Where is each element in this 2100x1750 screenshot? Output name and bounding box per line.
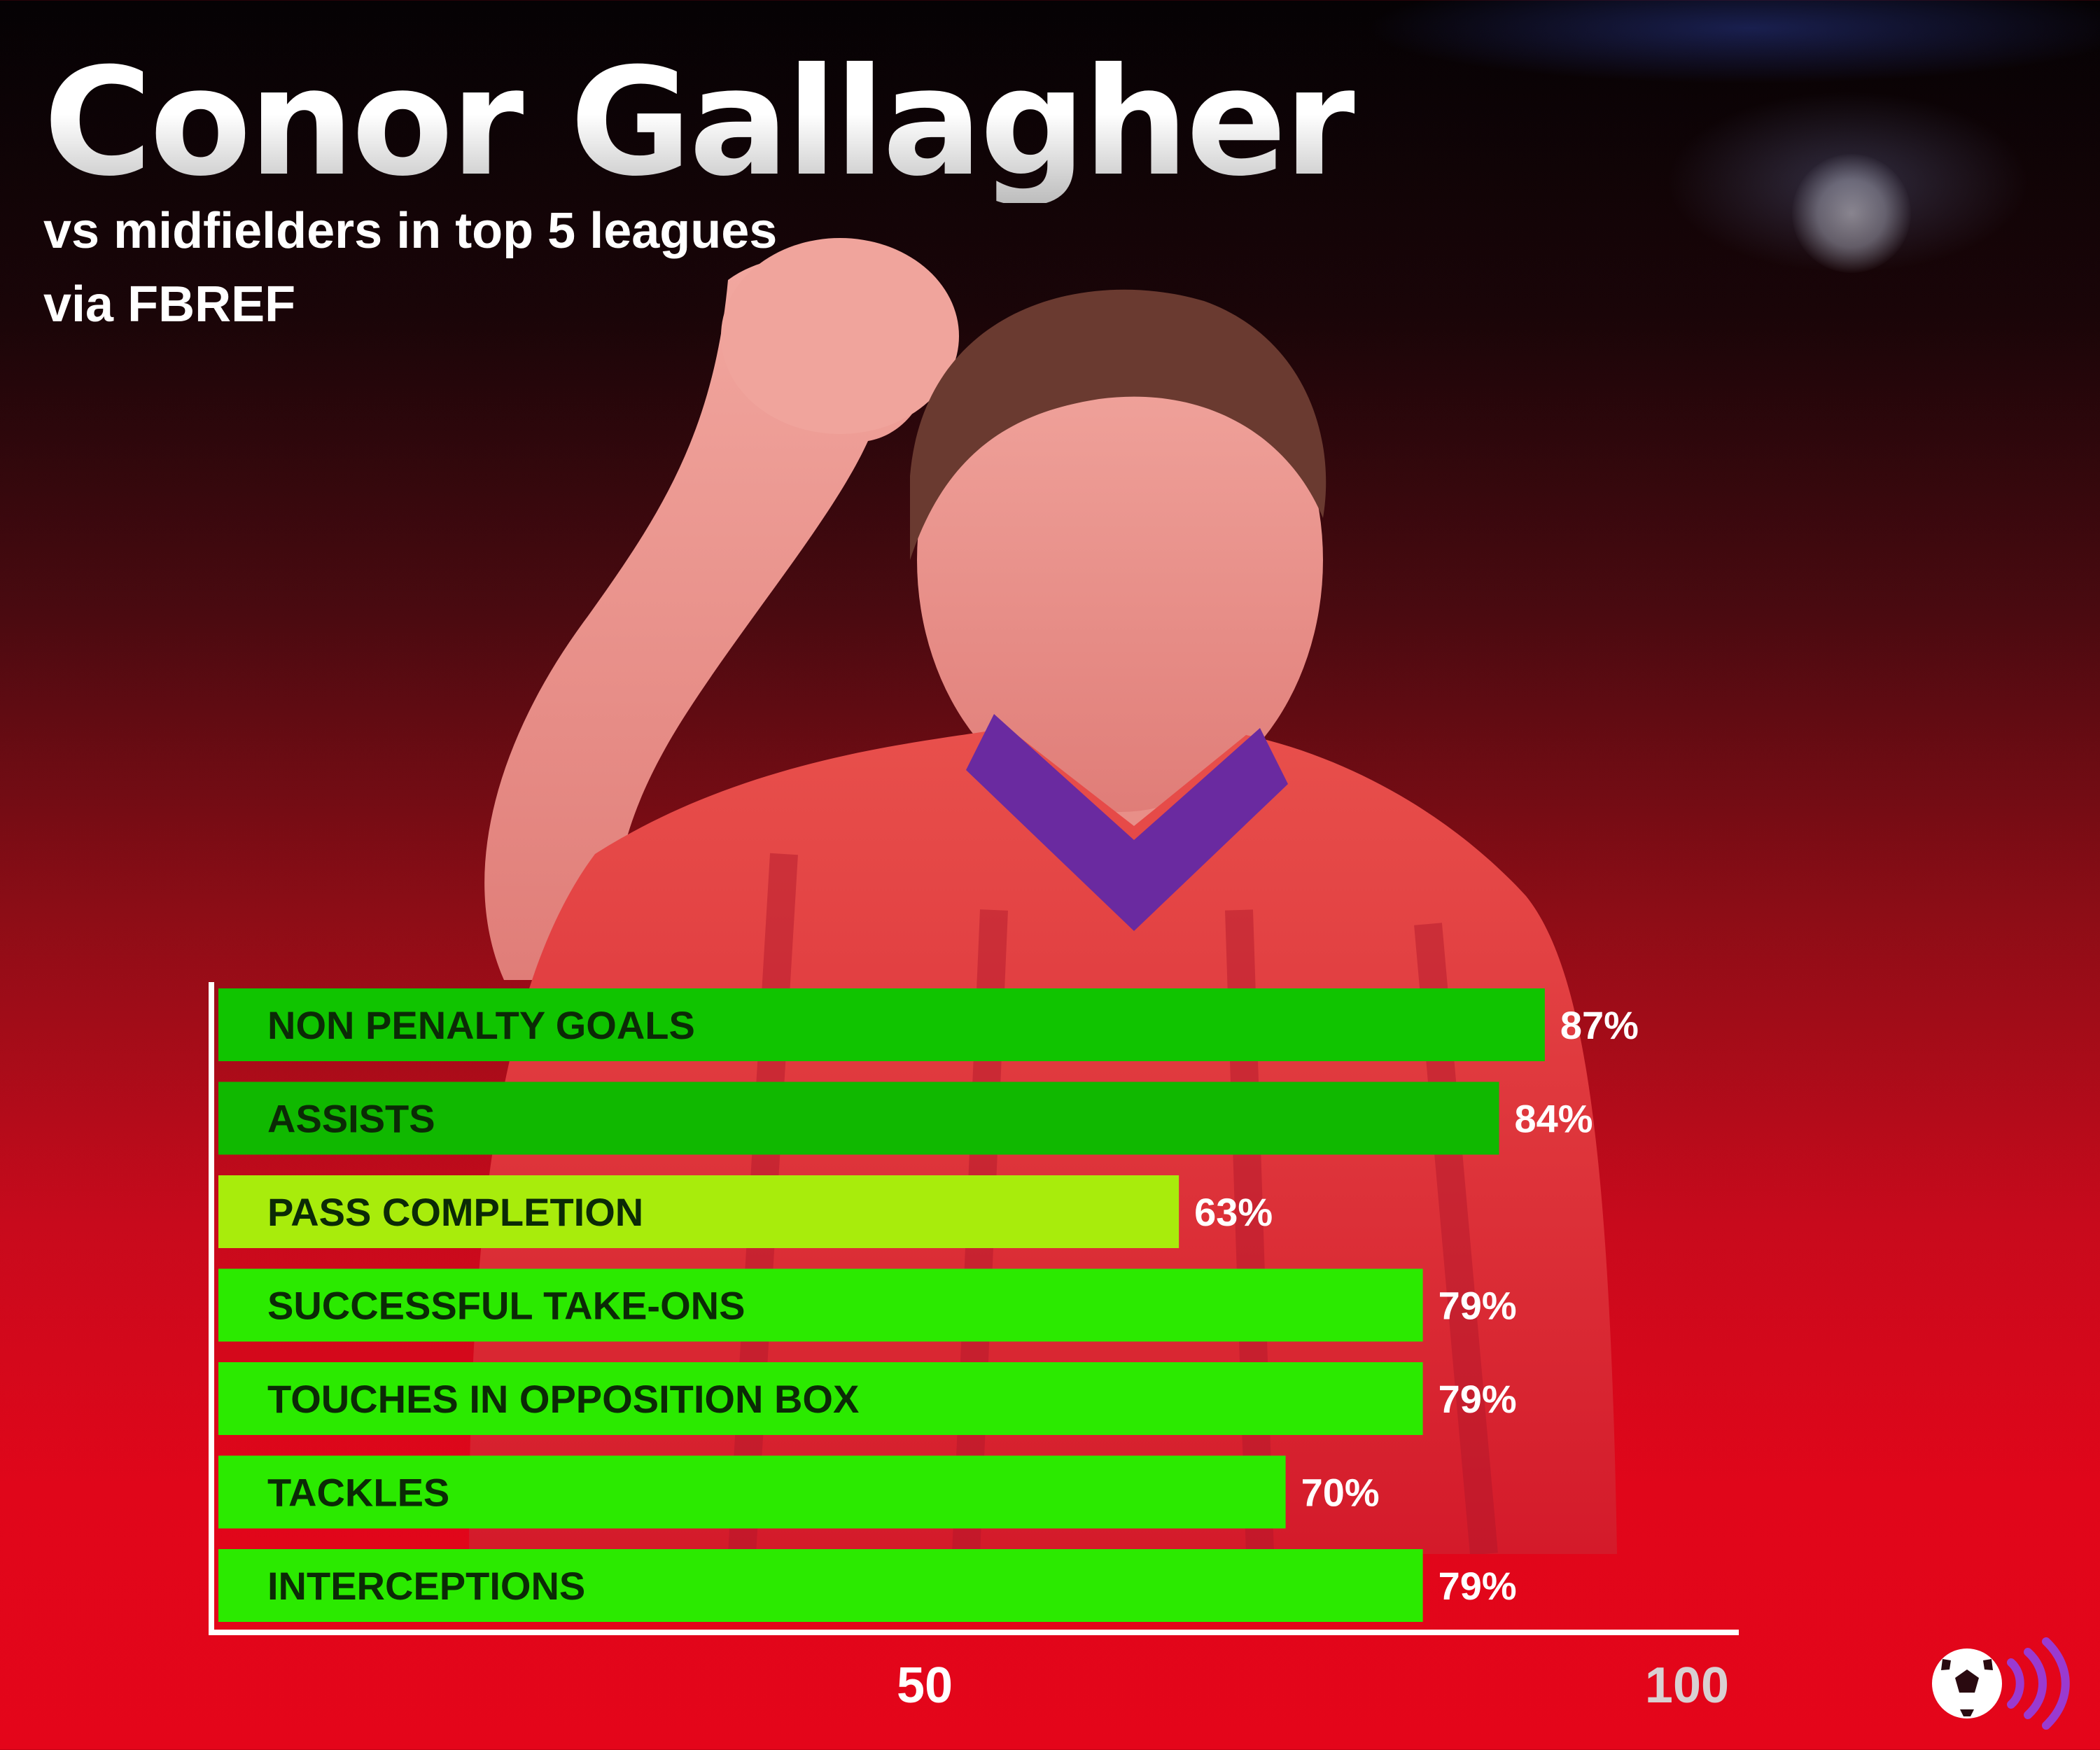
bar-category-label: ASSISTS [267, 1097, 435, 1141]
player-collar [966, 714, 1288, 931]
bar-value-label: 87% [1560, 1003, 1639, 1047]
player-fist [721, 238, 959, 434]
player-photo [469, 238, 1617, 1554]
x-tick-label: 50 [897, 1658, 953, 1714]
bar-value-label: 79% [1438, 1284, 1517, 1328]
bar-non-penalty-goals [218, 988, 1545, 1061]
player-head [917, 308, 1323, 812]
data-source: via FBREF [43, 276, 296, 332]
bar-category-label: TOUCHES IN OPPOSITION BOX [267, 1377, 859, 1421]
bar-assists [218, 1082, 1499, 1155]
bar-value-label: 84% [1515, 1097, 1593, 1141]
bar-value-label: 79% [1438, 1564, 1517, 1608]
x-ticks-group: 50 100 [897, 1658, 1729, 1714]
bar-category-label: NON PENALTY GOALS [267, 1003, 695, 1047]
bar-pass-completion [218, 1175, 1180, 1248]
bar-category-label: INTERCEPTIONS [267, 1564, 585, 1608]
stadium-floodlight [1792, 154, 1911, 273]
bar-category-label: TACKLES [267, 1471, 449, 1515]
chart-title: Conor Gallagher [43, 36, 1357, 209]
bar-category-label: SUCCESSFUL TAKE-ONS [267, 1284, 745, 1328]
bar-value-label: 79% [1438, 1377, 1517, 1421]
player-arm [484, 256, 930, 980]
bar-value-label: 70% [1301, 1471, 1380, 1515]
ball-signal-logo-icon [1932, 1637, 2070, 1730]
bar-interceptions [218, 1549, 1423, 1622]
bar-successful-take-ons [218, 1268, 1423, 1342]
bar-touches-in-opposition-box [218, 1362, 1423, 1435]
chart-subtitle: vs midfielders in top 5 leagues [43, 203, 778, 259]
bar-tackles [218, 1455, 1286, 1529]
bars-group: NON PENALTY GOALS 87% ASSISTS 84% PASS COMPL… [218, 988, 1639, 1622]
bar-value-label: 63% [1194, 1190, 1273, 1234]
x-tick-label: 100 [1645, 1658, 1729, 1714]
bar-category-label: PASS COMPLETION [267, 1190, 643, 1234]
player-hair [910, 289, 1326, 560]
